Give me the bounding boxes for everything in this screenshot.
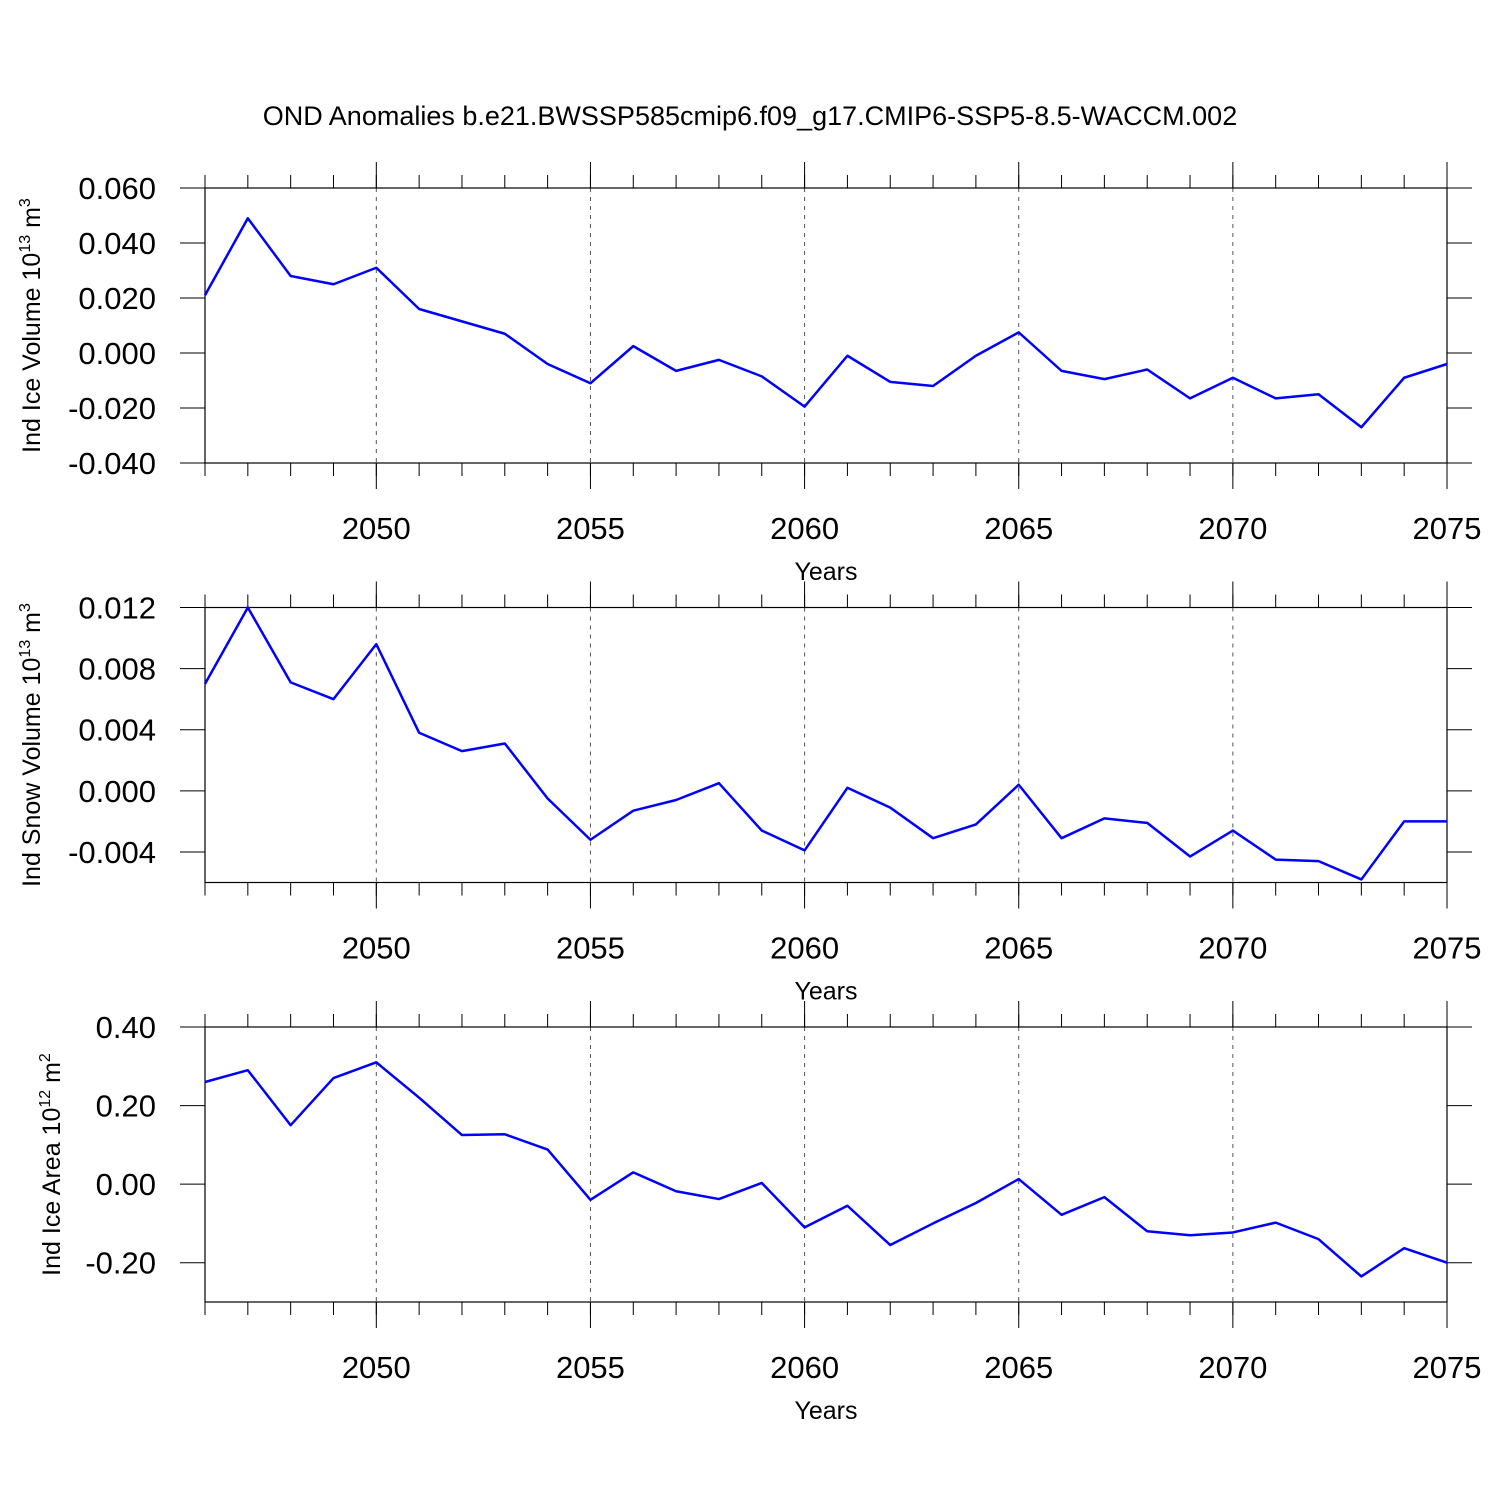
x-tick-label: 2065 xyxy=(984,931,1053,966)
y-tick-label: 0.000 xyxy=(78,774,156,809)
y-tick-label: -0.040 xyxy=(68,446,156,481)
x-tick-label: 2060 xyxy=(770,1350,839,1385)
x-tick-label: 2055 xyxy=(556,511,625,546)
x-axis-label: Years xyxy=(794,978,857,1006)
plot-frame xyxy=(204,1026,1448,1303)
data-line xyxy=(203,217,1448,429)
y-tick-label: -0.20 xyxy=(85,1246,156,1281)
y-tick-label: 0.000 xyxy=(78,336,156,371)
y-tick-label: 0.012 xyxy=(78,591,156,626)
y-axis-label-part: Ind Ice Area 10 xyxy=(38,1108,66,1276)
y-tick-label: 0.00 xyxy=(96,1167,156,1202)
x-tick-label: 2065 xyxy=(984,1350,1053,1385)
y-axis-label-part: m xyxy=(38,1062,66,1090)
x-tick-label: 2075 xyxy=(1413,511,1482,546)
y-tick-label: 0.008 xyxy=(78,652,156,687)
y-axis-label-part: Ind Ice Volume 10 xyxy=(18,253,46,453)
y-tick-label: 0.20 xyxy=(96,1089,156,1124)
x-tick-label: 2065 xyxy=(984,511,1053,546)
y-axis-label-exponent: 13 xyxy=(17,235,34,253)
x-tick-label: 2075 xyxy=(1413,931,1482,966)
y-axis-label: Ind Ice Volume 1013 m3 xyxy=(17,198,46,453)
y-axis-label-exponent: 2 xyxy=(37,1053,54,1062)
x-tick-label: 2050 xyxy=(342,931,411,966)
figure-title: OND Anomalies b.e21.BWSSP585cmip6.f09_g1… xyxy=(263,101,1237,131)
y-tick-label: 0.060 xyxy=(78,171,156,206)
y-axis-label-exponent: 3 xyxy=(17,603,34,612)
y-tick-label: 0.40 xyxy=(96,1010,156,1045)
x-tick-label: 2055 xyxy=(556,931,625,966)
plot-frame xyxy=(204,606,1448,884)
y-axis-label-exponent: 13 xyxy=(17,640,34,658)
y-axis-label-exponent: 12 xyxy=(37,1090,54,1108)
y-tick-label: 0.040 xyxy=(78,226,156,261)
y-tick-label: -0.020 xyxy=(68,391,156,426)
plot-frame xyxy=(204,187,1448,464)
y-tick-label: 0.020 xyxy=(78,281,156,316)
data-line xyxy=(204,1061,1448,1278)
x-tick-label: 2050 xyxy=(342,1350,411,1385)
x-axis-label: Years xyxy=(794,558,857,586)
x-tick-label: 2070 xyxy=(1198,931,1267,966)
x-tick-label: 2070 xyxy=(1198,1350,1267,1385)
x-tick-label: 2060 xyxy=(770,931,839,966)
y-axis-label-part: m xyxy=(18,612,46,640)
y-axis-label-part: m xyxy=(18,207,46,235)
x-tick-label: 2050 xyxy=(342,511,411,546)
y-axis-label-exponent: 3 xyxy=(17,198,34,207)
x-tick-label: 2070 xyxy=(1198,511,1267,546)
data-line xyxy=(203,606,1447,881)
x-tick-label: 2075 xyxy=(1413,1350,1482,1385)
y-axis-label: Ind Ice Area 1012 m2 xyxy=(37,1053,66,1276)
x-tick-label: 2055 xyxy=(556,1350,625,1385)
y-axis-label: Ind Snow Volume 1013 m3 xyxy=(17,603,46,887)
y-tick-label: 0.004 xyxy=(78,713,156,748)
y-axis-label-part: Ind Snow Volume 10 xyxy=(18,658,46,887)
x-axis-label: Years xyxy=(794,1397,857,1425)
y-tick-label: -0.004 xyxy=(68,835,156,870)
x-tick-label: 2060 xyxy=(770,511,839,546)
